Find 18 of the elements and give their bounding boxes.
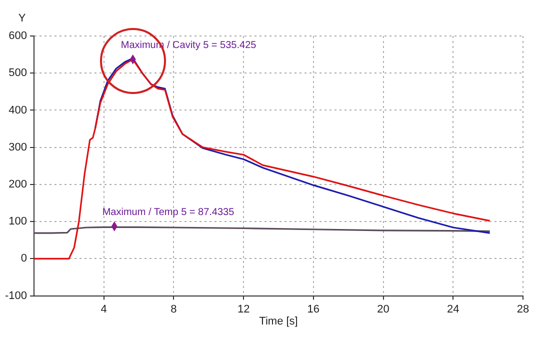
y-tick-label: -100 — [4, 290, 28, 302]
x-tick-label: 16 — [307, 303, 320, 316]
x-tick-label: 20 — [377, 303, 390, 316]
x-tick-label: 12 — [237, 303, 250, 316]
y-tick-label: 500 — [8, 67, 28, 80]
y-tick-label: 300 — [8, 141, 28, 154]
y-tick-label: 400 — [8, 104, 28, 116]
x-tick-label: 8 — [170, 303, 177, 316]
y-tick-label: 0 — [20, 252, 28, 265]
annotation: Maximum / Temp 5 = 87.4335 — [102, 207, 235, 218]
x-tick-label: 4 — [100, 303, 107, 316]
x-tick-label: 24 — [447, 303, 460, 316]
y-tick-label: 600 — [8, 30, 28, 42]
y-tick-label: 200 — [8, 178, 28, 190]
y-tick-label: 100 — [8, 216, 28, 228]
y-axis-title: Y — [18, 12, 26, 25]
x-tick-label: 28 — [516, 303, 530, 316]
x-axis-title: Time [s] — [259, 315, 298, 328]
